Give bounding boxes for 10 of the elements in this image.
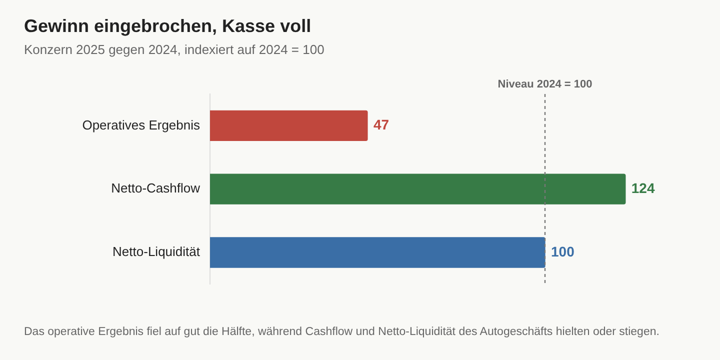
ref-line-label: Niveau 2024 = 100 [498, 78, 592, 91]
y-tick-label: Operatives Ergebnis [82, 117, 200, 132]
data-label: 124 [631, 180, 655, 196]
chart-subtitle: Konzern 2025 gegen 2024, indexiert auf 2024 = 100 [24, 42, 324, 57]
chart-title: Gewinn eingebrochen, Kasse voll [24, 16, 312, 37]
text: Das operative Ergebnis fiel auf gut die Hälfte, während Cashflow und Netto-Liquidität des Autogeschäfts hielten oder stiegen. [24, 326, 660, 338]
data-label: 100 [551, 243, 575, 260]
data-label: 47 [373, 116, 390, 133]
y-tick-label: Netto-Cashflow [111, 180, 201, 196]
y-tick-label: Netto-Liquidität [112, 244, 200, 260]
